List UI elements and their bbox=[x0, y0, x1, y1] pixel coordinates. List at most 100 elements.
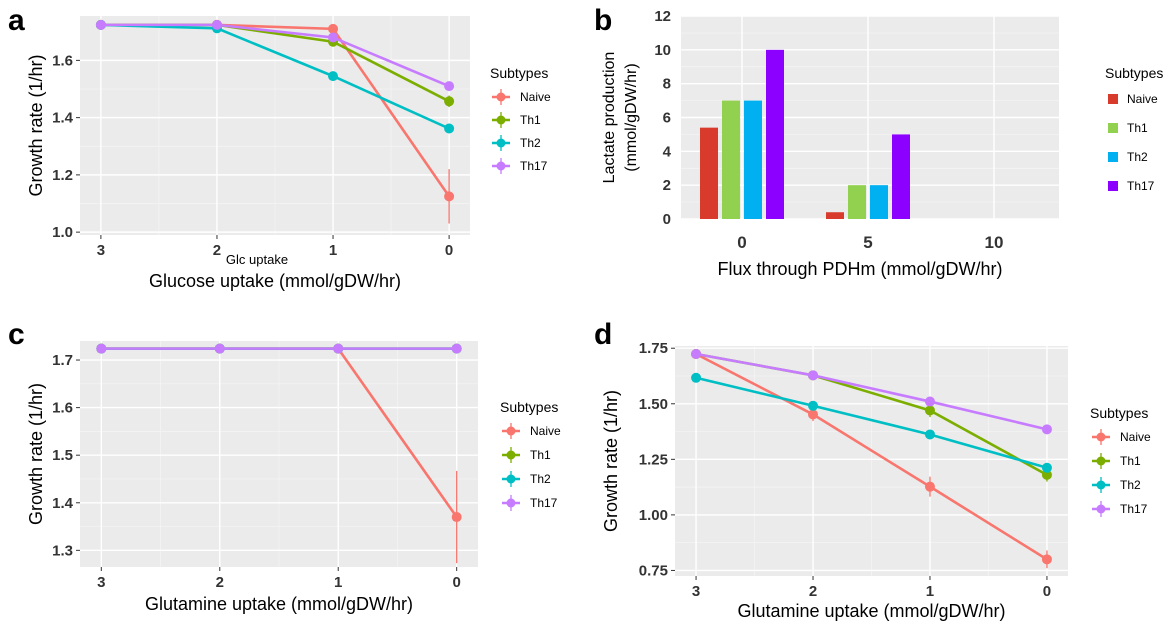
legend-key-naive bbox=[1108, 94, 1118, 104]
bar-th2 bbox=[870, 185, 888, 219]
data-point-naive bbox=[444, 191, 455, 202]
legend-label-th2: Th2 bbox=[530, 472, 551, 486]
legend-key-point-th1 bbox=[506, 450, 516, 460]
y-tick-label: 6 bbox=[663, 110, 671, 127]
y-tick-label: 4 bbox=[663, 143, 672, 160]
panel-a: a 1.0 1.2 1.4 1.6 3 2 1 0 Glucose uptake (mmol/g… bbox=[8, 4, 551, 291]
panel-c-letter: c bbox=[8, 318, 25, 351]
legend-key-point-th2 bbox=[1096, 480, 1106, 490]
y-axis-title-units: (mmol/gDW/hr) bbox=[623, 63, 640, 171]
x-axis-title: Glucose uptake (mmol/gDW/hr) bbox=[149, 271, 401, 291]
y-axis-title: Lactate production bbox=[601, 52, 618, 184]
data-point-th17 bbox=[808, 370, 819, 381]
bar-th17 bbox=[892, 134, 910, 219]
y-axis-title: Growth rate (1/hr) bbox=[601, 390, 621, 532]
data-point-naive bbox=[924, 481, 935, 492]
x-tick-label: 2 bbox=[216, 574, 224, 591]
legend-label-th17: Th17 bbox=[1127, 179, 1155, 193]
series-line-th17 bbox=[695, 352, 1048, 431]
legend-key-point-th17 bbox=[506, 498, 516, 508]
legend-label-th1: Th1 bbox=[520, 113, 541, 127]
data-point-th17 bbox=[333, 343, 344, 354]
legend-key-point-th17 bbox=[1096, 504, 1106, 514]
legend-label-naive: Naive bbox=[530, 424, 561, 438]
bar-th1 bbox=[722, 100, 740, 219]
x-axis-title: Glutamine uptake (mmol/gDW/hr) bbox=[145, 594, 413, 614]
y-tick-label: 1.3 bbox=[52, 542, 73, 559]
data-point-th17 bbox=[214, 343, 225, 354]
legend-label-th17: Th17 bbox=[1120, 502, 1148, 516]
bar-naive bbox=[826, 212, 844, 219]
y-axis-title: Growth rate (1/hr) bbox=[26, 383, 46, 525]
y-tick-label: 1.2 bbox=[52, 167, 73, 184]
data-point-naive bbox=[808, 409, 819, 420]
data-point-th17 bbox=[691, 349, 702, 359]
y-tick-label: 0 bbox=[663, 211, 671, 228]
y-tick-label: 1.4 bbox=[52, 110, 74, 127]
x-tick-label: 1 bbox=[334, 574, 342, 591]
legend-label-th2: Th2 bbox=[1127, 150, 1148, 164]
legend-label-th2: Th2 bbox=[520, 136, 541, 150]
data-point-th2 bbox=[444, 123, 455, 134]
x-tick-label: 0 bbox=[1043, 583, 1051, 600]
y-tick-label: 1.00 bbox=[639, 507, 668, 524]
legend-title: Subtypes bbox=[500, 399, 558, 415]
x-tick-label: 0 bbox=[445, 242, 453, 259]
legend-key-point-th1 bbox=[496, 115, 506, 125]
legend-key-point-th2 bbox=[496, 138, 506, 148]
data-point-naive bbox=[328, 23, 339, 34]
legend-label-th1: Th1 bbox=[530, 448, 551, 462]
legend-label-th1: Th1 bbox=[1120, 454, 1141, 468]
x-tick-label: 3 bbox=[97, 242, 105, 259]
y-tick-label: 0.75 bbox=[639, 562, 668, 579]
y-tick-label: 10 bbox=[654, 42, 671, 59]
legend-key-th1 bbox=[1108, 123, 1118, 133]
data-point-th2 bbox=[328, 71, 339, 82]
x-tick-label: 2 bbox=[809, 583, 817, 600]
y-tick-label: 1.4 bbox=[52, 495, 74, 512]
series-line-th17 bbox=[100, 23, 450, 88]
data-point-naive bbox=[451, 512, 462, 523]
panel-d-letter: d bbox=[594, 318, 612, 351]
data-point-th17 bbox=[924, 396, 935, 407]
panel-c: c 1.3 1.4 1.5 1.6 1.7 3 2 1 0 Glutamine uptake (m… bbox=[8, 318, 561, 614]
legend-key-th17 bbox=[1108, 181, 1118, 191]
legend-key-point-naive bbox=[506, 426, 516, 436]
legend-key-point-th1 bbox=[1096, 456, 1106, 466]
data-point-th1 bbox=[1041, 469, 1052, 480]
y-tick-label: 1.0 bbox=[52, 224, 73, 241]
data-point-th17 bbox=[451, 343, 462, 354]
x-tick-label: 0 bbox=[453, 574, 461, 591]
panel-d: d 0.75 1.00 1.25 1.50 1.75 3 2 1 0 Glutamine upta… bbox=[594, 318, 1151, 621]
x-tick-label: 2 bbox=[213, 242, 221, 259]
data-point-th17 bbox=[95, 19, 106, 30]
legend-label-naive: Naive bbox=[1120, 430, 1151, 444]
x-tick-label: 5 bbox=[863, 233, 872, 252]
y-axis-title: Growth rate (1/hr) bbox=[26, 54, 46, 196]
legend-label-naive: Naive bbox=[1127, 92, 1158, 106]
x-axis-title: Glutamine uptake (mmol/gDW/hr) bbox=[737, 601, 1005, 621]
x-axis-subtitle: Glc uptake bbox=[226, 252, 288, 267]
x-tick-label: 1 bbox=[926, 583, 934, 600]
bar-th2 bbox=[744, 100, 762, 219]
y-tick-label: 1.5 bbox=[52, 447, 73, 464]
series-line-th2 bbox=[100, 23, 450, 130]
panel-b-letter: b bbox=[594, 4, 612, 37]
legend-key-point-th17 bbox=[496, 161, 506, 171]
y-tick-label: 1.6 bbox=[52, 400, 73, 417]
y-tick-label: 1.6 bbox=[52, 52, 73, 69]
x-tick-label: 0 bbox=[737, 233, 746, 252]
panel-a-letter: a bbox=[8, 4, 25, 37]
data-point-th17 bbox=[328, 32, 339, 43]
data-point-th2 bbox=[1041, 462, 1052, 473]
legend-key-point-th2 bbox=[506, 474, 516, 484]
legend-label-th17: Th17 bbox=[530, 496, 558, 510]
data-point-th1 bbox=[444, 96, 455, 107]
legend-title: Subtypes bbox=[490, 65, 548, 81]
x-tick-label: 1 bbox=[329, 242, 337, 259]
data-point-th17 bbox=[1041, 424, 1052, 435]
data-point-th17 bbox=[96, 343, 107, 354]
legend-title: Subtypes bbox=[1090, 405, 1148, 421]
y-tick-label: 1.50 bbox=[639, 396, 668, 413]
